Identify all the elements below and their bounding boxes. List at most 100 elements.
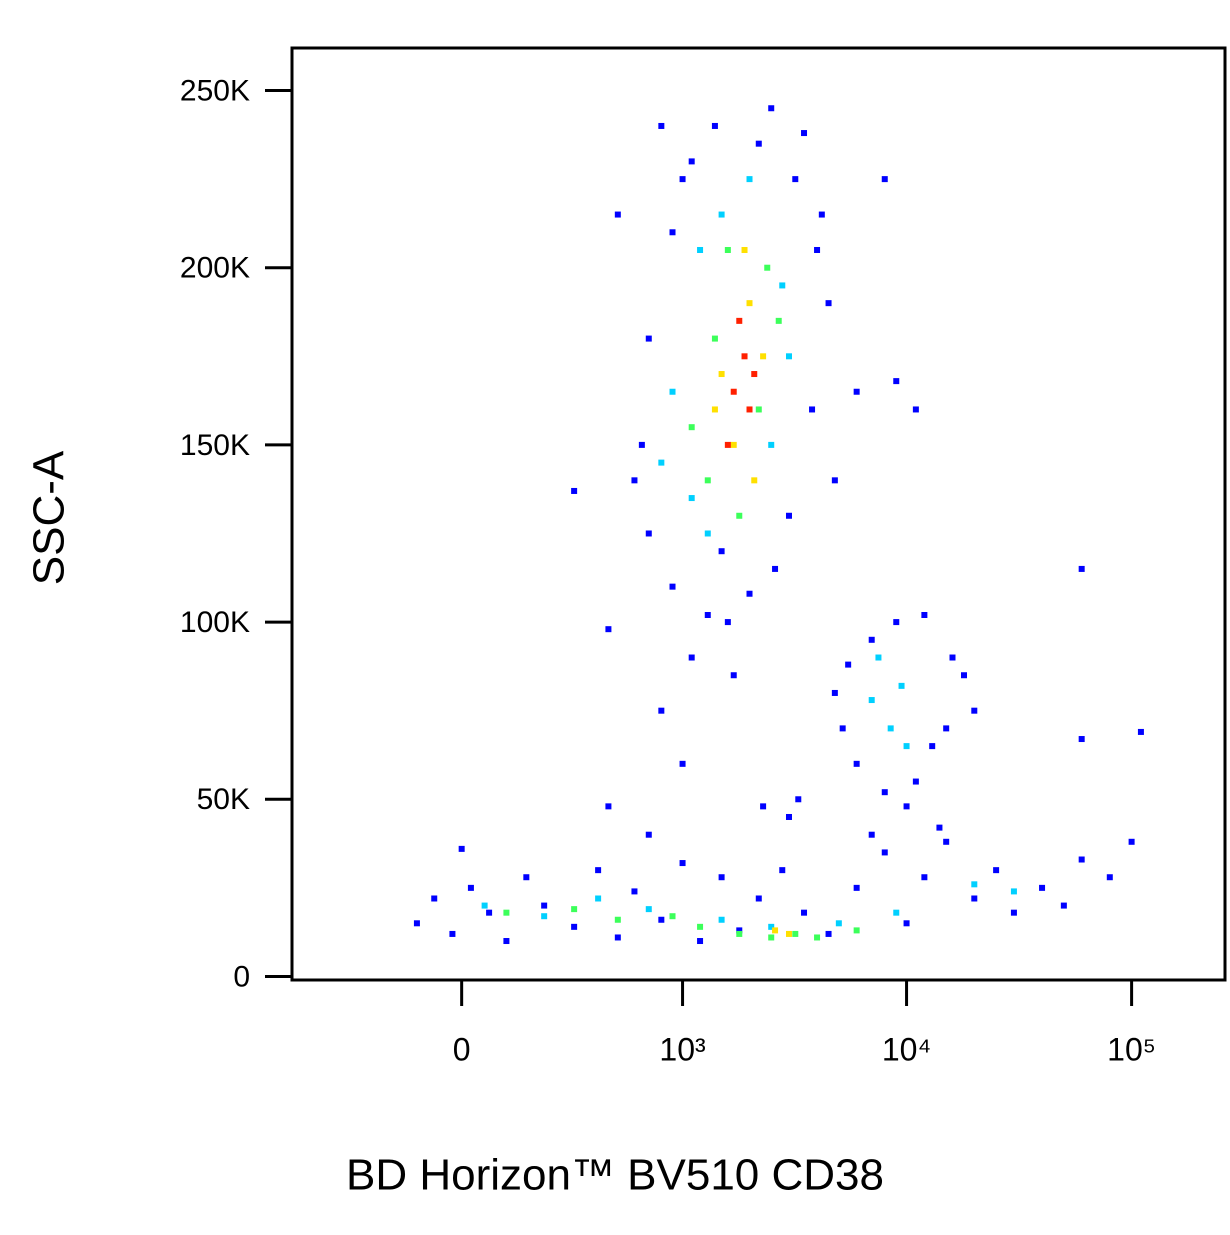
point — [736, 317, 743, 324]
point — [893, 378, 900, 385]
point — [688, 654, 695, 661]
point — [724, 246, 731, 253]
point — [614, 916, 621, 923]
x-axis-title: BD Horizon™ BV510 CD38 — [346, 1151, 884, 1200]
point — [1010, 888, 1017, 895]
point — [704, 477, 711, 484]
point — [730, 441, 737, 448]
point — [413, 920, 420, 927]
point — [679, 176, 686, 183]
point — [875, 654, 882, 661]
point — [718, 916, 725, 923]
point — [801, 909, 808, 916]
point — [605, 626, 612, 633]
point — [760, 803, 767, 810]
y-tick-label: 100K — [180, 606, 250, 639]
y-tick-label: 150K — [180, 429, 250, 462]
point — [614, 211, 621, 218]
point — [893, 619, 900, 626]
point — [853, 927, 860, 934]
point — [1039, 884, 1046, 891]
point — [631, 477, 638, 484]
point — [785, 512, 792, 519]
point — [853, 760, 860, 767]
point — [912, 778, 919, 785]
point — [971, 895, 978, 902]
point — [971, 881, 978, 888]
point — [541, 913, 548, 920]
y-tick-label: 200K — [180, 252, 250, 285]
point — [595, 895, 602, 902]
x-tick-label: 0 — [453, 1031, 471, 1067]
point — [764, 264, 771, 271]
point — [730, 388, 737, 395]
point — [949, 654, 956, 661]
point — [893, 909, 900, 916]
point — [746, 176, 753, 183]
point — [795, 796, 802, 803]
point — [503, 938, 510, 945]
point — [458, 845, 465, 852]
point — [961, 672, 968, 679]
point — [751, 477, 758, 484]
point — [814, 246, 821, 253]
point — [697, 246, 704, 253]
point — [645, 906, 652, 913]
point — [718, 874, 725, 881]
point — [881, 849, 888, 856]
point — [792, 930, 799, 937]
point — [921, 611, 928, 618]
point — [772, 565, 779, 572]
point — [730, 672, 737, 679]
point — [679, 860, 686, 867]
y-tick-label: 50K — [197, 783, 250, 816]
point — [903, 920, 910, 927]
point — [688, 158, 695, 165]
plot-frame — [290, 46, 1227, 982]
point — [669, 583, 676, 590]
point — [779, 282, 786, 289]
point — [503, 909, 510, 916]
point — [724, 441, 731, 448]
point — [571, 906, 578, 913]
point — [768, 441, 775, 448]
point — [697, 938, 704, 945]
point — [431, 895, 438, 902]
point — [898, 682, 905, 689]
point — [1060, 902, 1067, 909]
point — [711, 406, 718, 413]
point — [835, 920, 842, 927]
point — [839, 725, 846, 732]
point — [718, 211, 725, 218]
point — [736, 930, 743, 937]
x-tick-label: 10⁵ — [1107, 1031, 1156, 1067]
point — [929, 743, 936, 750]
point — [679, 760, 686, 767]
point — [814, 934, 821, 941]
point — [541, 902, 548, 909]
point — [704, 530, 711, 537]
point — [718, 371, 725, 378]
point — [831, 477, 838, 484]
point — [697, 923, 704, 930]
point — [718, 548, 725, 555]
point — [768, 105, 775, 112]
point — [768, 934, 775, 941]
point — [971, 707, 978, 714]
point — [645, 831, 652, 838]
point — [818, 211, 825, 218]
point — [1010, 909, 1017, 916]
point — [741, 353, 748, 360]
x-tick-label: 10³ — [659, 1031, 706, 1067]
point — [868, 831, 875, 838]
point — [688, 495, 695, 502]
point — [746, 406, 753, 413]
point — [775, 317, 782, 324]
point — [658, 459, 665, 466]
point — [760, 353, 767, 360]
point — [772, 927, 779, 934]
point — [746, 300, 753, 307]
point — [887, 725, 894, 732]
point — [755, 895, 762, 902]
point — [1137, 728, 1144, 735]
